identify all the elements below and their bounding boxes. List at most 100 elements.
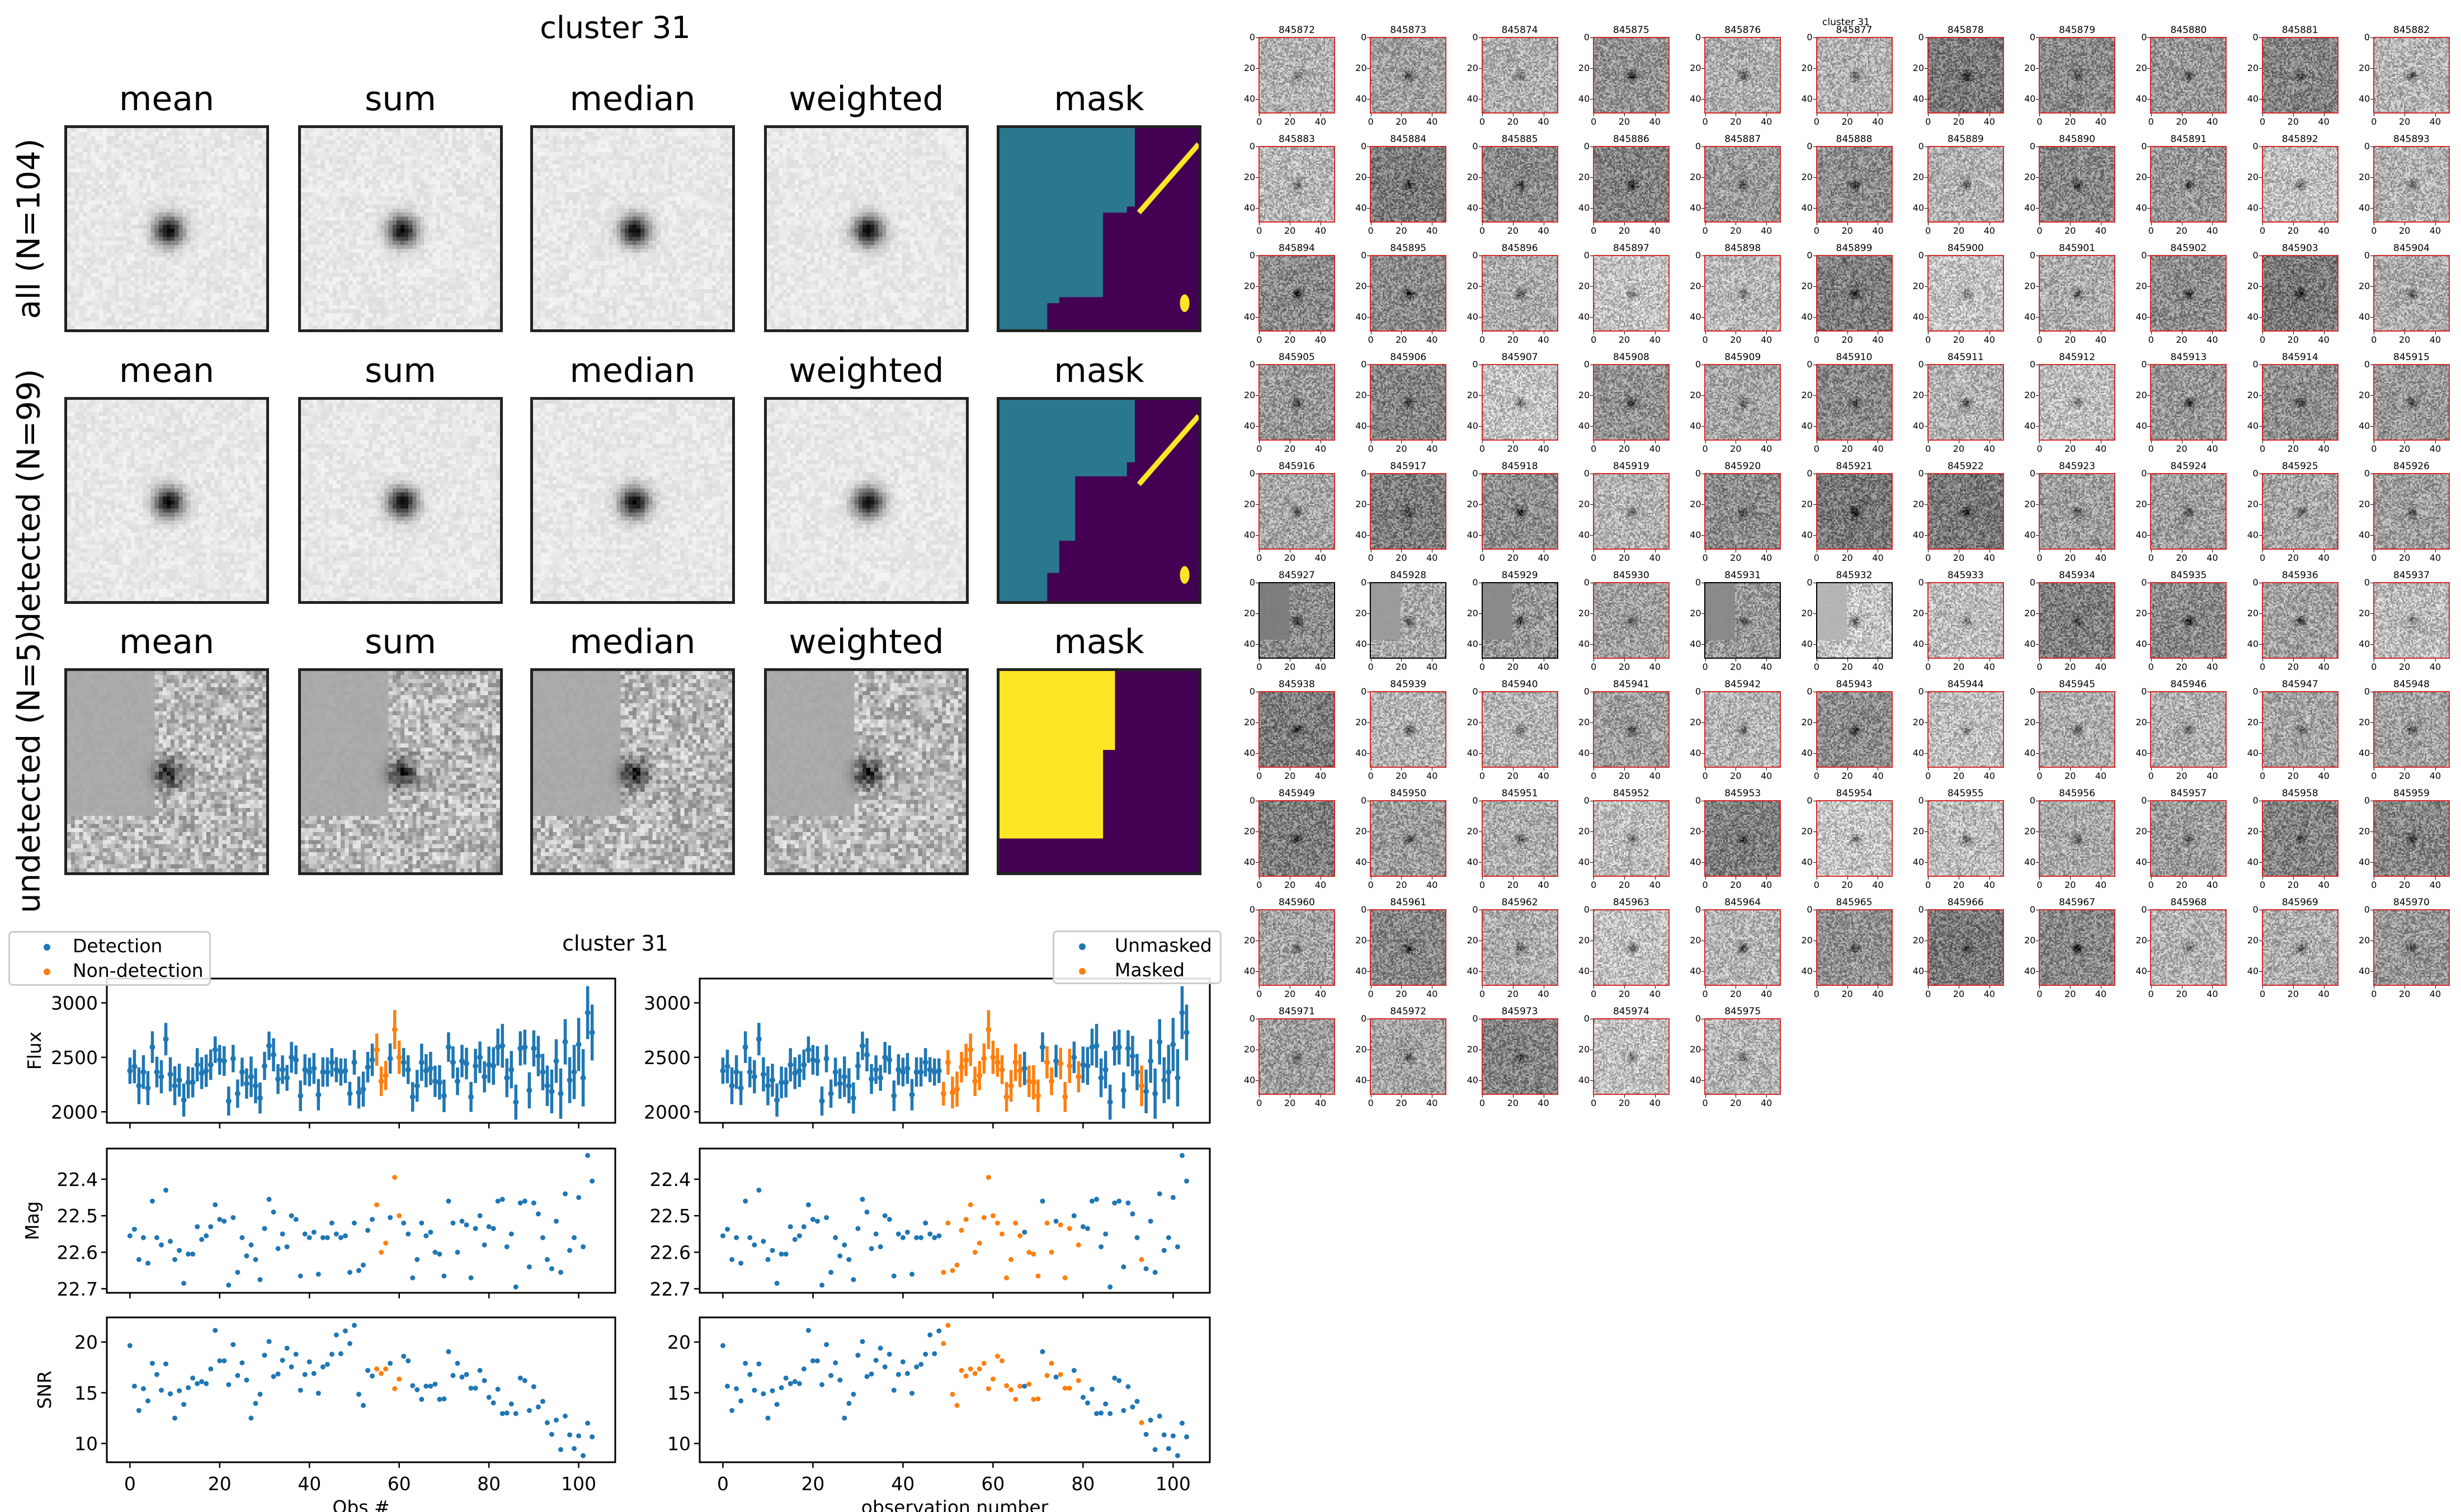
thumbnail-845928[interactable] xyxy=(1370,582,1447,659)
thumbnail-845940[interactable] xyxy=(1481,691,1558,768)
thumbnail-845931[interactable] xyxy=(1704,582,1781,659)
thumbnail-845894[interactable] xyxy=(1258,255,1335,332)
thumbnail-845958[interactable] xyxy=(2261,800,2339,877)
thumbnail-845959[interactable] xyxy=(2373,800,2450,877)
thumbnail-845948[interactable] xyxy=(2373,691,2450,768)
thumbnail-845951[interactable] xyxy=(1481,800,1558,877)
thumbnail-845916[interactable] xyxy=(1258,473,1335,550)
thumbnail-845973[interactable] xyxy=(1481,1018,1558,1095)
thumbnail-845876[interactable] xyxy=(1704,37,1781,114)
thumbnail-845945[interactable] xyxy=(2039,691,2116,768)
thumbnail-845902[interactable] xyxy=(2150,255,2227,332)
thumbnail-845907[interactable] xyxy=(1481,364,1558,441)
thumbnail-845900[interactable] xyxy=(1927,255,2004,332)
thumbnail-845889[interactable] xyxy=(1927,146,2004,223)
thumbnail-845884[interactable] xyxy=(1370,146,1447,223)
thumbnail-845953[interactable] xyxy=(1704,800,1781,877)
thumbnail-845944[interactable] xyxy=(1927,691,2004,768)
thumbnail-845950[interactable] xyxy=(1370,800,1447,877)
thumbnail-845874[interactable] xyxy=(1481,37,1558,114)
thumbnail-845927[interactable] xyxy=(1258,582,1335,659)
thumbnail-845875[interactable] xyxy=(1592,37,1670,114)
thumbnail-845914[interactable] xyxy=(2261,364,2339,441)
thumbnail-845915[interactable] xyxy=(2373,364,2450,441)
thumbnail-845887[interactable] xyxy=(1704,146,1781,223)
thumbnail-845891[interactable] xyxy=(2150,146,2227,223)
thumbnail-845933[interactable] xyxy=(1927,582,2004,659)
thumbnail-845942[interactable] xyxy=(1704,691,1781,768)
thumbnail-845969[interactable] xyxy=(2261,909,2339,986)
thumbnail-845968[interactable] xyxy=(2150,909,2227,986)
thumbnail-845947[interactable] xyxy=(2261,691,2339,768)
thumbnail-845932[interactable] xyxy=(1816,582,1893,659)
thumbnail-845926[interactable] xyxy=(2373,473,2450,550)
thumbnail-845941[interactable] xyxy=(1592,691,1670,768)
thumbnail-845903[interactable] xyxy=(2261,255,2339,332)
thumbnail-845911[interactable] xyxy=(1927,364,2004,441)
thumbnail-845943[interactable] xyxy=(1816,691,1893,768)
thumbnail-845913[interactable] xyxy=(2150,364,2227,441)
thumbnail-845930[interactable] xyxy=(1592,582,1670,659)
thumbnail-845912[interactable] xyxy=(2039,364,2116,441)
thumbnail-845938[interactable] xyxy=(1258,691,1335,768)
thumbnail-845873[interactable] xyxy=(1370,37,1447,114)
thumbnail-845886[interactable] xyxy=(1592,146,1670,223)
thumbnail-845899[interactable] xyxy=(1816,255,1893,332)
thumbnail-845885[interactable] xyxy=(1481,146,1558,223)
thumbnail-845939[interactable] xyxy=(1370,691,1447,768)
thumbnail-845881[interactable] xyxy=(2261,37,2339,114)
thumbnail-845949[interactable] xyxy=(1258,800,1335,877)
thumbnail-845890[interactable] xyxy=(2039,146,2116,223)
thumbnail-845878[interactable] xyxy=(1927,37,2004,114)
thumbnail-845929[interactable] xyxy=(1481,582,1558,659)
thumbnail-845893[interactable] xyxy=(2373,146,2450,223)
thumbnail-845955[interactable] xyxy=(1927,800,2004,877)
thumbnail-845924[interactable] xyxy=(2150,473,2227,550)
thumbnail-845970[interactable] xyxy=(2373,909,2450,986)
thumbnail-845895[interactable] xyxy=(1370,255,1447,332)
thumbnail-845877[interactable] xyxy=(1816,37,1893,114)
thumbnail-845888[interactable] xyxy=(1816,146,1893,223)
thumbnail-845922[interactable] xyxy=(1927,473,2004,550)
thumbnail-845897[interactable] xyxy=(1592,255,1670,332)
thumbnail-845956[interactable] xyxy=(2039,800,2116,877)
thumbnail-845880[interactable] xyxy=(2150,37,2227,114)
thumbnail-845935[interactable] xyxy=(2150,582,2227,659)
thumbnail-845936[interactable] xyxy=(2261,582,2339,659)
thumbnail-845920[interactable] xyxy=(1704,473,1781,550)
thumbnail-845934[interactable] xyxy=(2039,582,2116,659)
thumbnail-845974[interactable] xyxy=(1592,1018,1670,1095)
thumbnail-845908[interactable] xyxy=(1592,364,1670,441)
thumbnail-845921[interactable] xyxy=(1816,473,1893,550)
thumbnail-845883[interactable] xyxy=(1258,146,1335,223)
thumbnail-845892[interactable] xyxy=(2261,146,2339,223)
thumbnail-845963[interactable] xyxy=(1592,909,1670,986)
thumbnail-845909[interactable] xyxy=(1704,364,1781,441)
thumbnail-845937[interactable] xyxy=(2373,582,2450,659)
thumbnail-845901[interactable] xyxy=(2039,255,2116,332)
thumbnail-845946[interactable] xyxy=(2150,691,2227,768)
thumbnail-845872[interactable] xyxy=(1258,37,1335,114)
thumbnail-845975[interactable] xyxy=(1704,1018,1781,1095)
thumbnail-845925[interactable] xyxy=(2261,473,2339,550)
thumbnail-845905[interactable] xyxy=(1258,364,1335,441)
thumbnail-845962[interactable] xyxy=(1481,909,1558,986)
thumbnail-845879[interactable] xyxy=(2039,37,2116,114)
thumbnail-845972[interactable] xyxy=(1370,1018,1447,1095)
thumbnail-845971[interactable] xyxy=(1258,1018,1335,1095)
thumbnail-845910[interactable] xyxy=(1816,364,1893,441)
thumbnail-845896[interactable] xyxy=(1481,255,1558,332)
thumbnail-845923[interactable] xyxy=(2039,473,2116,550)
thumbnail-845906[interactable] xyxy=(1370,364,1447,441)
thumbnail-845882[interactable] xyxy=(2373,37,2450,114)
thumbnail-845957[interactable] xyxy=(2150,800,2227,877)
thumbnail-845898[interactable] xyxy=(1704,255,1781,332)
thumbnail-845918[interactable] xyxy=(1481,473,1558,550)
thumbnail-845967[interactable] xyxy=(2039,909,2116,986)
thumbnail-845919[interactable] xyxy=(1592,473,1670,550)
thumbnail-845904[interactable] xyxy=(2373,255,2450,332)
thumbnail-845954[interactable] xyxy=(1816,800,1893,877)
thumbnail-845966[interactable] xyxy=(1927,909,2004,986)
thumbnail-845960[interactable] xyxy=(1258,909,1335,986)
thumbnail-845965[interactable] xyxy=(1816,909,1893,986)
